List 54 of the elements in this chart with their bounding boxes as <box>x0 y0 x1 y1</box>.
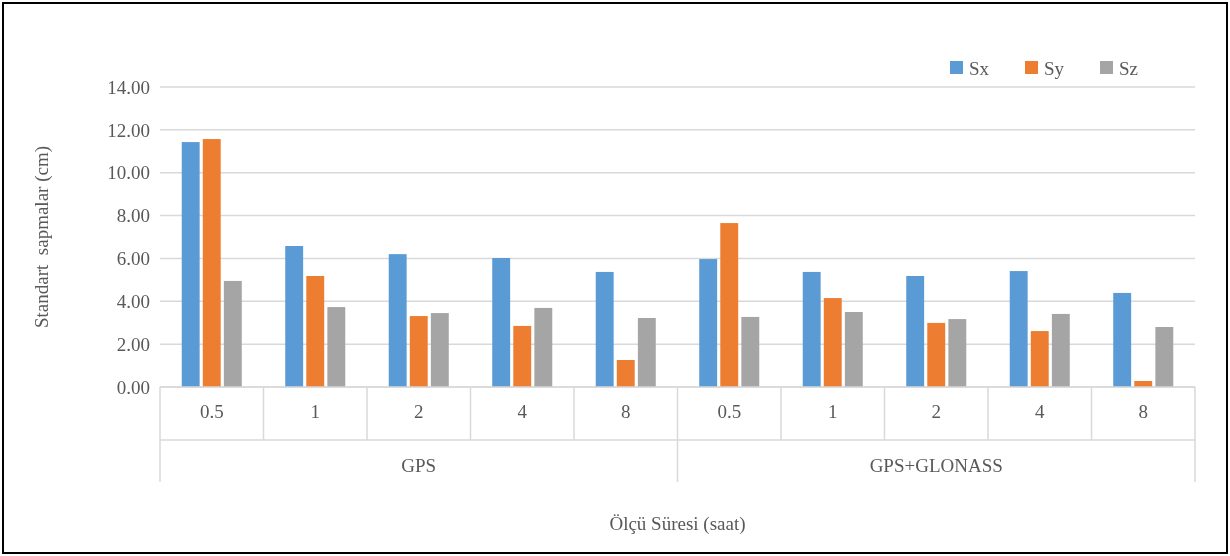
x-axis-title: Ölçü Süresi (saat) <box>609 513 746 535</box>
x-tick-label: 8 <box>621 401 631 422</box>
bar <box>285 246 304 387</box>
bar <box>513 325 532 387</box>
bar <box>306 276 325 387</box>
x-tick-label: 1 <box>310 401 320 422</box>
x-tick-label: 0.5 <box>717 401 742 422</box>
bar <box>823 298 842 387</box>
text: GPS+GLONASS <box>869 455 1003 476</box>
x-tick-label: 8 <box>1138 401 1148 422</box>
bar <box>906 276 925 387</box>
bar <box>1113 292 1132 387</box>
bar <box>927 322 946 387</box>
bar <box>741 316 760 387</box>
y-tick-label: 12.00 <box>107 119 150 141</box>
bar <box>802 271 821 387</box>
bar <box>430 313 449 387</box>
y-axis-title: Standart sapmalar (cm) <box>31 145 53 329</box>
bar <box>844 312 863 387</box>
bar <box>595 271 614 387</box>
bar <box>181 142 200 387</box>
bar <box>720 223 739 387</box>
legend-label: Sz <box>1119 57 1138 79</box>
bar <box>492 258 511 387</box>
bar <box>1155 327 1174 387</box>
bar <box>388 254 407 387</box>
bar <box>1030 331 1049 387</box>
bar <box>327 307 346 387</box>
bar <box>534 307 553 387</box>
legend-label: Sy <box>1044 57 1065 79</box>
bar <box>409 316 428 387</box>
bar <box>1051 313 1070 387</box>
y-tick-label: 6.00 <box>116 248 150 270</box>
y-tick-label: 0.00 <box>116 376 150 398</box>
x-tick-label: 4 <box>1035 401 1045 422</box>
x-tick-label: 2 <box>414 401 424 422</box>
bar <box>1009 271 1028 387</box>
bar <box>223 280 242 387</box>
bar <box>616 360 635 387</box>
y-tick-label: 8.00 <box>116 205 150 227</box>
x-tick-label: 0.5 <box>199 401 224 422</box>
text: GPS <box>401 455 437 476</box>
x-tick-label: 2 <box>931 401 941 422</box>
x-tick-label: 1 <box>828 401 838 422</box>
y-tick-label: 10.00 <box>107 162 150 184</box>
y-tick-label: 2.00 <box>116 333 150 355</box>
bar <box>637 318 656 387</box>
bar <box>948 319 967 387</box>
bar <box>202 139 221 387</box>
y-tick-label: 4.00 <box>116 290 150 312</box>
bar <box>699 259 718 387</box>
y-tick-label: 14.00 <box>107 76 150 98</box>
legend-label: Sx <box>969 57 990 79</box>
x-tick-label: 4 <box>517 401 528 422</box>
